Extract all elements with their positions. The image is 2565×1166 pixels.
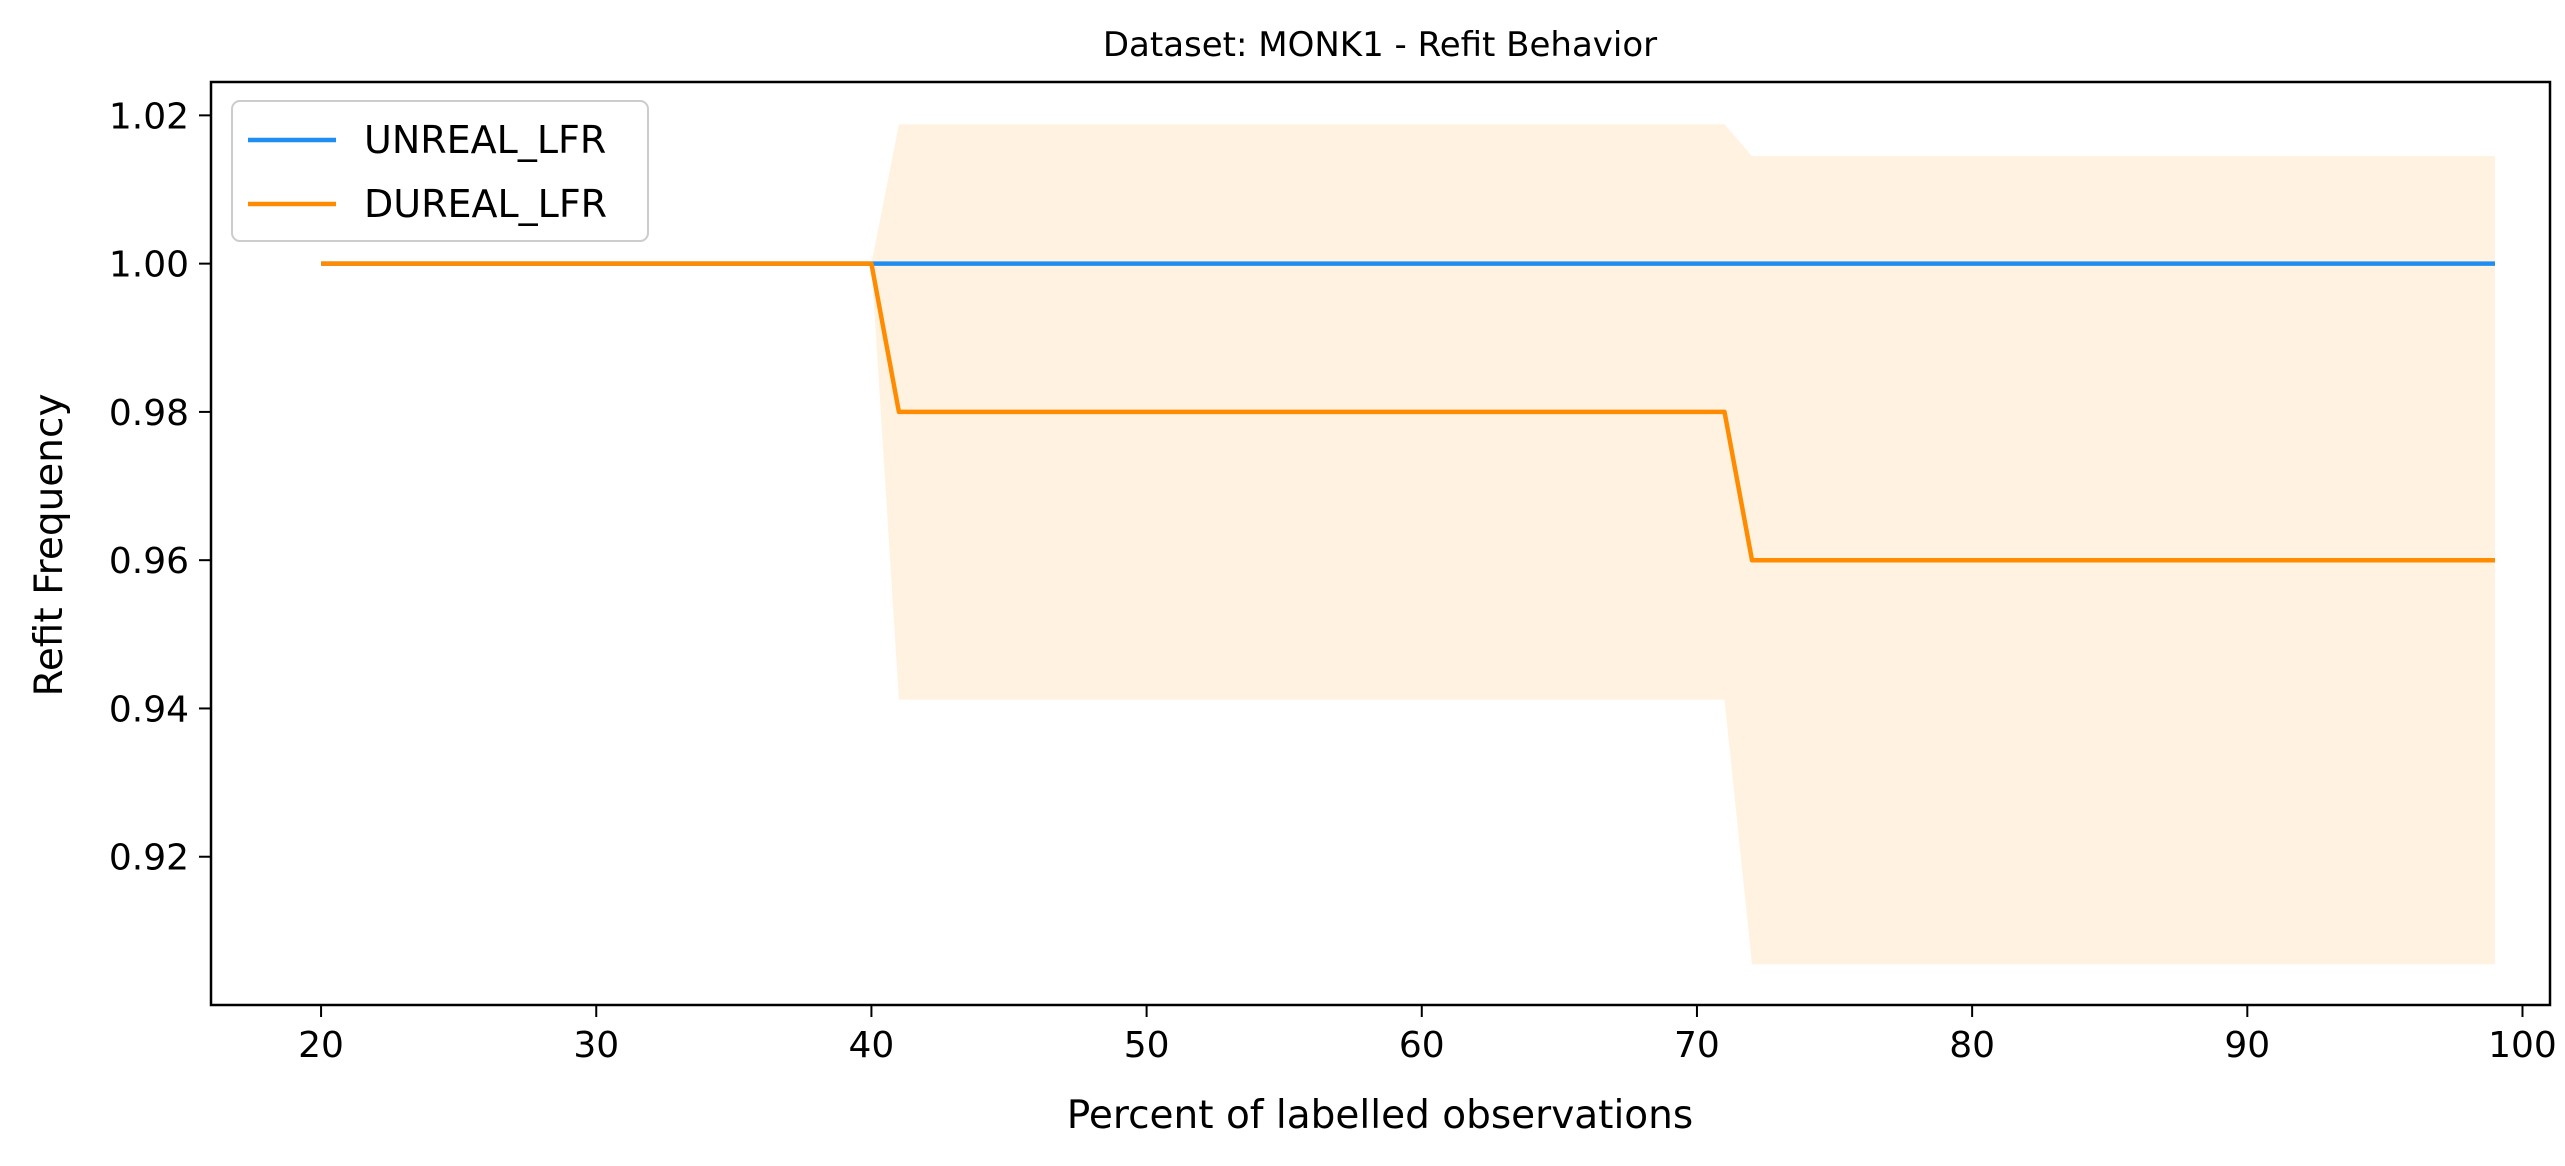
x-tick-label: 100: [2488, 1025, 2557, 1066]
y-tick-label: 0.94: [109, 689, 189, 730]
y-tick-label: 1.02: [109, 96, 189, 137]
legend-label-0: UNREAL_LFR: [364, 118, 606, 162]
y-axis: 0.92 0.94 0.96 0.98 1.00 1.02: [109, 96, 211, 879]
x-tick-label: 80: [1949, 1025, 1995, 1066]
x-tick-label: 20: [298, 1025, 344, 1066]
chart-title: Dataset: MONK1 - Refit Behavior: [1103, 25, 1657, 65]
y-axis-label: Refit Frequency: [27, 393, 72, 696]
legend-label-1: DUREAL_LFR: [364, 182, 607, 226]
x-axis: 20 30 40 50 60 70 80 90 100: [298, 1005, 2557, 1066]
x-tick-label: 70: [1674, 1025, 1720, 1066]
x-tick-label: 40: [849, 1025, 895, 1066]
series-line-1: [321, 261, 2495, 563]
y-tick-label: 1.00: [109, 245, 189, 286]
y-tick-label: 0.98: [109, 393, 189, 434]
x-tick-label: 30: [573, 1025, 619, 1066]
legend: UNREAL_LFR DUREAL_LFR: [231, 100, 649, 242]
x-tick-label: 60: [1399, 1025, 1445, 1066]
plot-frame: [209, 80, 2552, 1007]
y-tick-label: 0.92: [109, 838, 189, 879]
plot-area: [321, 124, 2495, 965]
x-tick-label: 90: [2224, 1025, 2270, 1066]
x-tick-label: 50: [1124, 1025, 1170, 1066]
y-tick-label: 0.96: [109, 541, 189, 582]
x-axis-label: Percent of labelled observations: [1067, 1093, 1693, 1138]
confidence-band-1: [321, 124, 2495, 965]
